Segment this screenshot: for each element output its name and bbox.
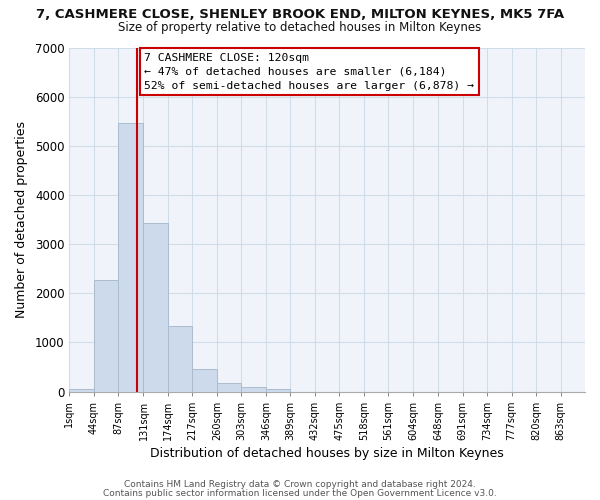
Bar <box>118 122 143 392</box>
Text: 7 CASHMERE CLOSE: 120sqm
← 47% of detached houses are smaller (6,184)
52% of sem: 7 CASHMERE CLOSE: 120sqm ← 47% of detach… <box>144 52 474 90</box>
Bar <box>94 280 118 392</box>
Text: Size of property relative to detached houses in Milton Keynes: Size of property relative to detached ho… <box>118 21 482 34</box>
Bar <box>193 369 217 392</box>
Bar <box>70 388 94 392</box>
Bar <box>143 224 168 392</box>
Bar <box>168 326 193 392</box>
Bar <box>217 383 241 392</box>
Bar <box>266 388 290 392</box>
Text: Contains public sector information licensed under the Open Government Licence v3: Contains public sector information licen… <box>103 488 497 498</box>
Y-axis label: Number of detached properties: Number of detached properties <box>15 121 28 318</box>
Bar <box>241 386 266 392</box>
X-axis label: Distribution of detached houses by size in Milton Keynes: Distribution of detached houses by size … <box>151 447 504 460</box>
Text: 7, CASHMERE CLOSE, SHENLEY BROOK END, MILTON KEYNES, MK5 7FA: 7, CASHMERE CLOSE, SHENLEY BROOK END, MI… <box>36 8 564 20</box>
Text: Contains HM Land Registry data © Crown copyright and database right 2024.: Contains HM Land Registry data © Crown c… <box>124 480 476 489</box>
